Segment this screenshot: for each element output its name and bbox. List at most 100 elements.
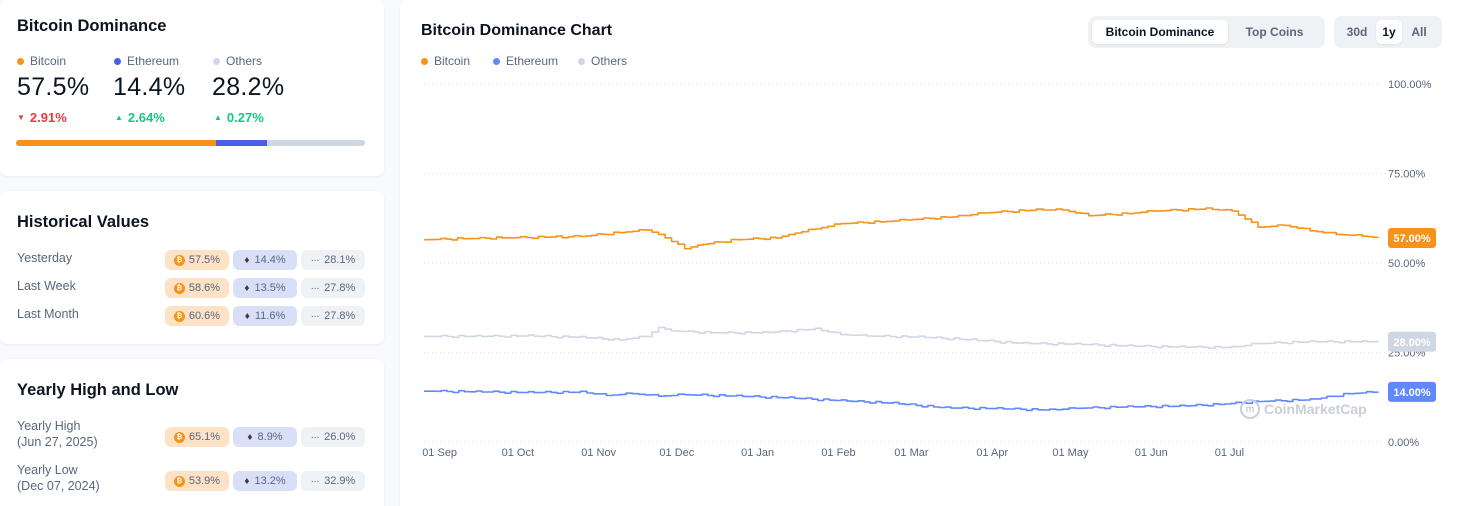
cmc-logo-icon: m [1240,399,1260,419]
others-dot [213,58,220,65]
ellipsis-icon: ··· [311,283,320,294]
others-change-value: 0.27% [227,110,264,125]
bitcoin-icon: ₿ [174,476,185,487]
value-badge-label-bitcoin: 57.00% [1393,233,1431,245]
y-tick-label: 100.00% [1388,79,1432,91]
yearly-row-label: Yearly High (Jun 27, 2025) [17,418,98,450]
x-tick-label: 01 May [1052,447,1089,459]
yearly-btc-pill: ₿ 53.9% [165,471,229,491]
x-tick-label: 01 Jan [741,447,774,459]
yearly-high-date: (Jun 27, 2025) [17,434,98,450]
historical-btc-pill: ₿ 57.5% [165,250,229,270]
bitcoin-dot [17,58,24,65]
yearly-btc-value: 53.9% [189,475,220,487]
yearly-others-pill: ··· 32.9% [301,471,365,491]
dominance-bar-ethereum [216,140,266,146]
x-tick-label: 01 Jun [1135,447,1168,459]
ethereum-change-value: 2.64% [128,110,165,125]
x-tick-label: 01 Mar [894,447,929,459]
yearly-eth-pill: ♦ 8.9% [233,427,297,447]
yearly-btc-pill: ₿ 65.1% [165,427,229,447]
historical-others-pill: ··· 27.8% [301,306,365,326]
legend-bitcoin-label: Bitcoin [30,54,66,68]
yearly-row-label: Yearly Low (Dec 07, 2024) [17,462,100,494]
legend-others-label: Others [226,54,262,68]
dominance-bar [16,140,365,146]
yearly-eth-pill: ♦ 13.2% [233,471,297,491]
y-tick-label: 0.00% [1388,437,1419,449]
dominance-line-chart[interactable]: 100.00%75.00%50.00%25.00%0.00%01 Sep 01 O… [400,0,1464,506]
watermark-text: CoinMarketCap [1264,401,1367,417]
yearly-others-value: 26.0% [324,431,355,443]
historical-eth-value: 13.5% [254,282,285,294]
ethereum-icon: ♦ [244,255,249,266]
bitcoin-icon: ₿ [174,255,185,266]
bitcoin-icon: ₿ [174,311,185,322]
others-pct: 28.2% [212,73,284,102]
historical-eth-pill: ♦ 11.6% [233,306,297,326]
legend-ethereum-label: Ethereum [127,54,179,68]
historical-others-pill: ··· 27.8% [301,278,365,298]
series-line-bitcoin [424,208,1378,249]
historical-btc-value: 57.5% [189,254,220,266]
legend-ethereum: Ethereum [114,54,179,68]
historical-eth-value: 11.6% [255,310,285,322]
yearly-btc-value: 65.1% [189,431,220,443]
x-tick-label: 01 Feb [821,447,855,459]
historical-btc-pill: ₿ 58.6% [165,278,229,298]
triangle-up-icon: ▲ [214,113,222,122]
y-tick-label: 50.00% [1388,258,1426,270]
yearly-title: Yearly High and Low [17,381,178,400]
ethereum-icon: ♦ [244,476,249,487]
ellipsis-icon: ··· [311,476,320,487]
triangle-down-icon: ▼ [17,113,25,122]
ellipsis-icon: ··· [311,432,320,443]
ethereum-icon: ♦ [247,432,252,443]
x-tick-label: 01 Apr [976,447,1008,459]
yearly-eth-value: 8.9% [258,431,283,443]
dominance-bar-bitcoin [16,140,216,146]
historical-btc-pill: ₿ 60.6% [165,306,229,326]
bitcoin-change-value: 2.91% [30,110,67,125]
dominance-title: Bitcoin Dominance [17,17,166,36]
historical-btc-value: 58.6% [189,282,220,294]
yearly-eth-value: 13.2% [254,475,285,487]
historical-card: Historical Values Yesterday ₿ 57.5% ♦ 14.4… [0,191,384,344]
bitcoin-pct: 57.5% [17,73,89,102]
ethereum-dot [114,58,121,65]
historical-eth-pill: ♦ 14.4% [233,250,297,270]
yearly-others-value: 32.9% [324,475,355,487]
others-change: ▲ 0.27% [214,110,264,125]
historical-others-value: 27.8% [324,282,355,294]
historical-eth-pill: ♦ 13.5% [233,278,297,298]
historical-row-label: Yesterday [17,250,72,266]
historical-row-label: Last Month [17,306,79,322]
historical-others-value: 28.1% [324,254,355,266]
ethereum-icon: ♦ [245,311,250,322]
ethereum-pct: 14.4% [113,73,185,102]
historical-btc-value: 60.6% [189,310,220,322]
value-badge-label-ethereum: 14.00% [1393,387,1431,399]
ethereum-icon: ♦ [244,283,249,294]
x-tick-label: 01 Oct [502,447,534,459]
yearly-card: Yearly High and Low Yearly High (Jun 27,… [0,359,384,506]
bitcoin-change: ▼ 2.91% [17,110,67,125]
dominance-bar-others [267,140,365,146]
ellipsis-icon: ··· [311,255,320,266]
x-tick-label: 01 Dec [659,447,694,459]
bitcoin-icon: ₿ [174,283,185,294]
series-line-ethereum [424,391,1378,411]
yearly-low-label: Yearly Low [17,462,100,478]
bitcoin-icon: ₿ [174,432,185,443]
yearly-high-label: Yearly High [17,418,98,434]
historical-others-pill: ··· 28.1% [301,250,365,270]
chart-card: Bitcoin Dominance Chart Bitcoin Ethereum… [400,0,1464,506]
historical-eth-value: 14.4% [254,254,285,266]
watermark: m CoinMarketCap [1240,399,1367,419]
x-tick-label: 01 Sep [422,447,457,459]
x-tick-label: 01 Nov [581,447,616,459]
historical-others-value: 27.8% [324,310,355,322]
yearly-low-date: (Dec 07, 2024) [17,478,100,494]
triangle-up-icon: ▲ [115,113,123,122]
series-line-others [424,327,1378,348]
